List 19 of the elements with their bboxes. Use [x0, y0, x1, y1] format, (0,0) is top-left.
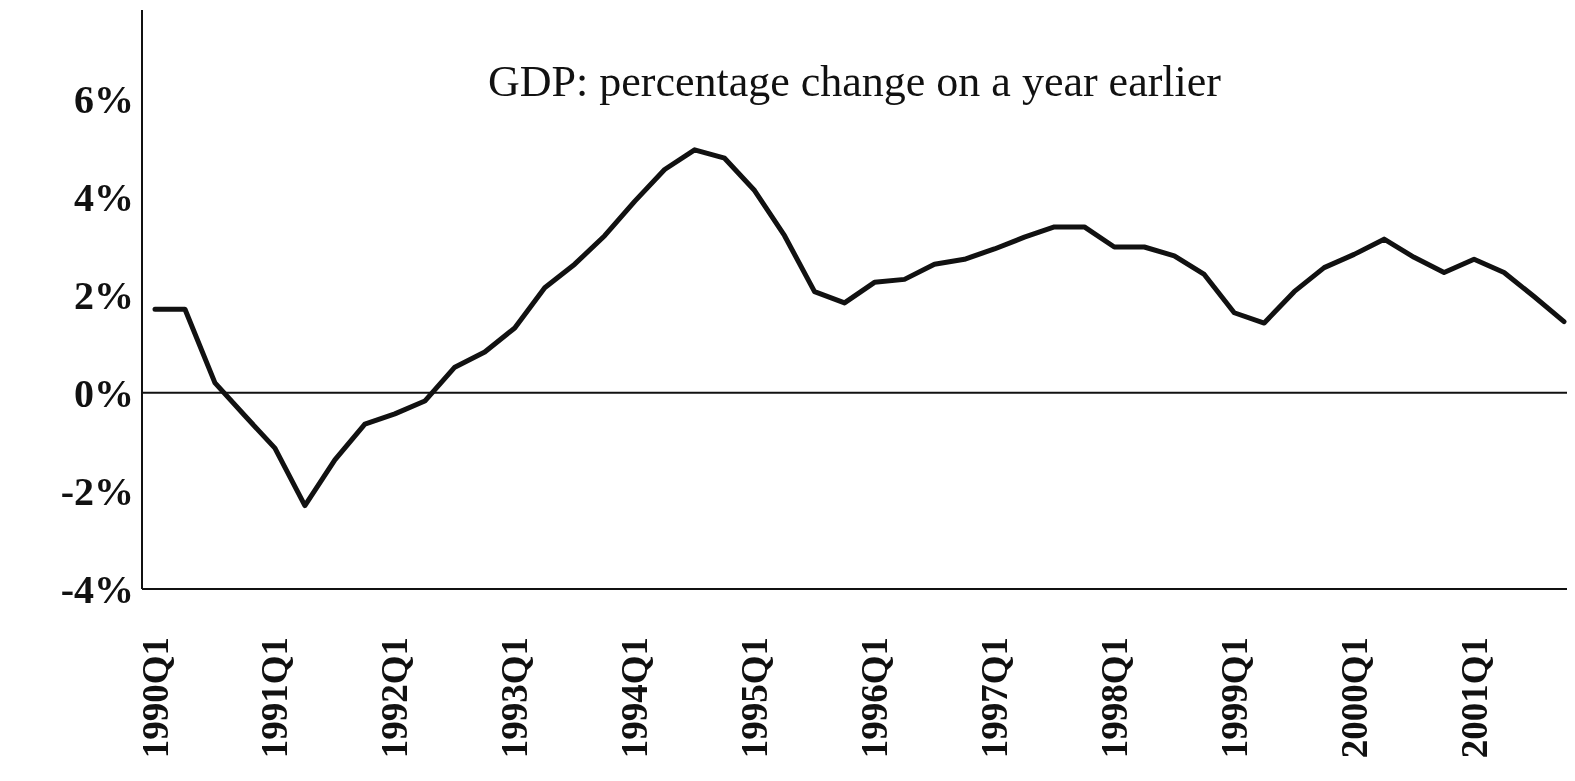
x-tick-label: 1995Q1 — [734, 637, 776, 759]
y-tick-label: 0% — [74, 370, 134, 416]
x-tick-label: 1991Q1 — [254, 637, 296, 759]
y-tick-label: 6% — [74, 76, 134, 122]
x-tick-label: 1997Q1 — [973, 637, 1015, 759]
x-tick-label: 1999Q1 — [1213, 637, 1255, 759]
text: GDP: percentage change on a year earlier — [487, 56, 1222, 107]
x-tick-label: 2001Q1 — [1453, 637, 1495, 759]
x-tick-label: 1998Q1 — [1093, 637, 1135, 759]
x-tick-label: 1992Q1 — [374, 637, 416, 759]
x-tick-label: 1990Q1 — [134, 637, 176, 759]
x-tick-label: 1993Q1 — [494, 637, 536, 759]
y-tick-label: 2% — [74, 272, 134, 318]
x-tick-label: 1994Q1 — [614, 637, 656, 759]
x-tick-label: 1996Q1 — [853, 637, 895, 759]
y-tick-label: -4% — [60, 567, 134, 613]
y-tick-label: 4% — [74, 174, 134, 220]
x-tick-label: 2000Q1 — [1333, 637, 1375, 759]
y-tick-label: -2% — [60, 469, 134, 515]
